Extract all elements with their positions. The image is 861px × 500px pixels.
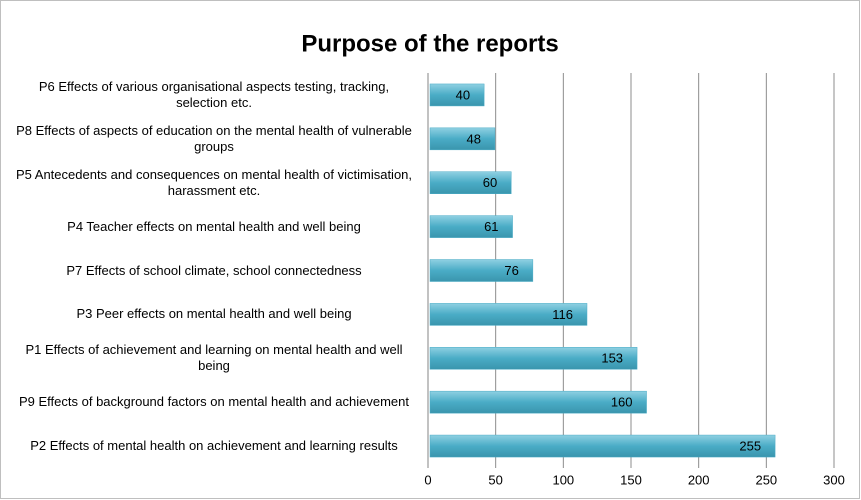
- value-label: 76: [504, 263, 518, 278]
- y-tick-label: P3 Peer effects on mental health and wel…: [76, 306, 352, 322]
- x-tick-label: 150: [620, 472, 642, 487]
- y-tick-label: P7 Effects of school climate, school con…: [66, 262, 362, 278]
- x-tick-label: 100: [552, 472, 574, 487]
- bar: [429, 390, 647, 414]
- bar: [429, 83, 485, 107]
- bar: [429, 259, 534, 282]
- y-tick-label: P9 Effects of background factors on ment…: [19, 394, 409, 410]
- value-label: 60: [483, 175, 497, 190]
- value-label: 153: [601, 351, 623, 366]
- y-tick-label: P5 Antecedents and consequences on menta…: [15, 166, 413, 198]
- x-tick-label: 50: [488, 472, 502, 487]
- bar: [429, 171, 512, 194]
- y-tick-label: P4 Teacher effects on mental health and …: [67, 218, 361, 234]
- value-label: 40: [456, 87, 470, 102]
- y-tick-label: P8 Effects of aspects of education on th…: [16, 122, 412, 154]
- bar: [429, 127, 496, 151]
- x-tick-label: 250: [755, 472, 777, 487]
- value-label: 116: [552, 307, 573, 322]
- value-label: 160: [611, 395, 633, 410]
- bar: [429, 303, 588, 326]
- y-tick-label: P1 Effects of achievement and learning o…: [25, 342, 403, 374]
- bar: [429, 215, 513, 238]
- x-tick-label: 0: [424, 472, 431, 487]
- bar: [429, 434, 776, 458]
- x-tick-label: 200: [688, 472, 710, 487]
- y-tick-label: P2 Effects of mental health on achieveme…: [30, 438, 398, 454]
- value-label: 255: [739, 438, 761, 453]
- value-label: 48: [466, 131, 480, 146]
- value-label: 61: [484, 219, 498, 234]
- bar: [429, 347, 638, 370]
- x-tick-label: 300: [823, 472, 845, 487]
- chart-title: Purpose of the reports: [301, 30, 558, 57]
- y-tick-label: P6 Effects of various organisational asp…: [38, 78, 390, 110]
